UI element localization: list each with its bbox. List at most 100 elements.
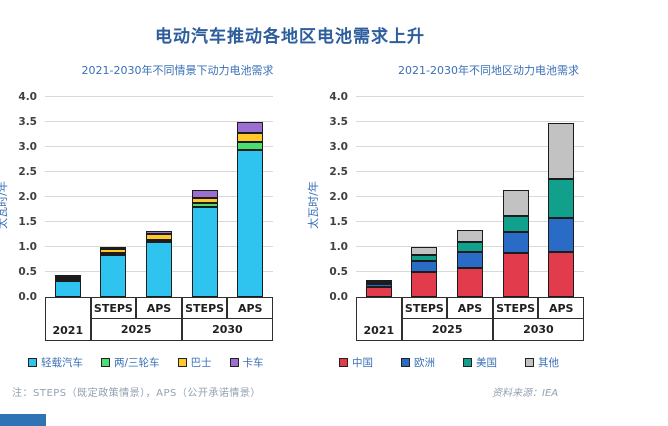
y-axis-ticks: 4.0 3.5 3.0 2.5 2.0 1.5 1.0 0.5 0.0 [0,55,37,345]
legend-color-swatch [177,358,187,367]
scenario-battery-demand-chart: 2021-2030年不同情景下动力电池需求 太瓦时/年 4.0 3.5 3.0 2.5… [0,55,357,385]
legend-color-swatch [525,358,534,367]
axis-subcategory-box: STEPS [90,297,137,319]
gridline [45,96,273,97]
legend-color-swatch [229,358,239,367]
y-tick-label: 3.5 [18,116,37,128]
y-tick-label: 4.0 [329,91,348,103]
category-axis: 2021 STEPS APS 2025 STEPS APS 2030 [45,297,273,341]
legend-color-swatch [101,358,110,367]
bar-segment [365,284,392,287]
gridline [356,96,584,97]
axis-group-box: 2025 [401,318,493,341]
bar-segment [191,189,218,198]
legend-item: 其他 [525,355,559,370]
bar-segment [548,218,575,252]
bar-segment [191,203,218,207]
gridline [45,146,273,147]
bar-segment [411,260,438,272]
y-tick-label: 3.0 [18,141,37,153]
bar-segment [100,249,127,253]
legend-color-swatch [28,358,37,367]
y-tick-label: 2.5 [18,166,37,178]
y-tick-label: 1.5 [329,216,348,228]
legend-color-swatch [339,358,348,367]
stacked-bar [502,189,529,297]
stacked-bar [146,230,172,297]
gridline [356,121,584,122]
gridline [356,221,584,222]
plot-area [45,96,273,297]
axis-subcategory-box: APS [538,297,584,319]
y-tick-label: 3.5 [329,116,348,128]
bar-segment [237,122,264,133]
legend-label: 欧洲 [414,357,435,369]
bar-segment [411,254,438,261]
bar-segment [100,247,127,249]
legend-item: 卡车 [229,355,264,370]
axis-group-box: 2021 [45,297,91,341]
region-battery-demand-chart: 2021-2030年不同地区动力电池需求 太瓦时/年 4.0 3.5 3.0 2.5 2… [307,55,668,385]
y-tick-label: 1.0 [329,241,348,253]
legend: 轻载汽车 两/三轮车 巴士 卡车 [28,355,264,370]
legend-label: 两/三轮车 [114,357,160,369]
stacked-bar [54,275,81,297]
stacked-bar [548,123,575,297]
stacked-bar [365,280,392,297]
gridline [45,121,273,122]
legend-item: 美国 [463,355,497,370]
bar-segment [502,189,529,216]
bar-segment [146,233,172,240]
axis-group-box: 2021 [356,297,402,341]
bar-segment [100,252,127,255]
bar-segment [457,241,483,252]
legend-item: 轻载汽车 [28,355,83,370]
stacked-bar [100,247,127,297]
legend-color-swatch [463,358,472,367]
bar-segment [54,281,81,297]
y-tick-label: 3.0 [329,141,348,153]
legend-label: 卡车 [242,357,264,369]
gridline [356,171,584,172]
bar-segment [457,251,483,268]
axis-group-box: 2030 [492,318,584,341]
gridline [45,221,273,222]
bar-segment [502,253,529,297]
gridline [356,196,584,197]
bar-segment [100,254,127,297]
gridline [45,196,273,197]
axis-group-box: 2030 [181,318,273,341]
legend-label: 中国 [352,357,373,369]
stacked-bar [457,229,483,297]
legend: 中国 欧洲 美国 其他 [339,355,559,370]
plot-area [356,96,584,297]
bar-segment [457,229,483,242]
legend-label: 美国 [476,357,497,369]
axis-subcategory-box: APS [136,297,182,319]
chart-subtitle: 2021-2030年不同情景下动力电池需求 [81,64,274,77]
source-credit: 资料来源：IEA [492,388,559,399]
y-tick-label: 0.5 [329,266,348,278]
bar-segment [548,252,575,297]
category-axis: 2021 STEPS APS 2025 STEPS APS 2030 [356,297,584,341]
legend-item: 中国 [339,355,373,370]
footnote: 注：STEPS（既定政策情景），APS（公开承诺情景） [12,388,261,399]
y-tick-label: 0.0 [18,291,37,303]
bar-segment [191,198,218,203]
bar-segment [457,268,483,297]
bar-segment [146,242,172,297]
bar-segment [146,239,172,242]
legend-label: 轻载汽车 [41,357,83,369]
axis-subcategory-box: STEPS [401,297,448,319]
bar-segment [411,272,438,297]
y-tick-label: 2.0 [18,191,37,203]
page-title: 电动汽车推动各地区电池需求上升 [155,27,425,47]
bar-segment [237,133,264,142]
y-tick-label: 1.0 [18,241,37,253]
legend-label: 巴士 [190,357,212,369]
legend-item: 欧洲 [401,355,435,370]
axis-subcategory-box: APS [227,297,273,319]
bar-segment [54,279,81,281]
stacked-bar [191,189,218,297]
